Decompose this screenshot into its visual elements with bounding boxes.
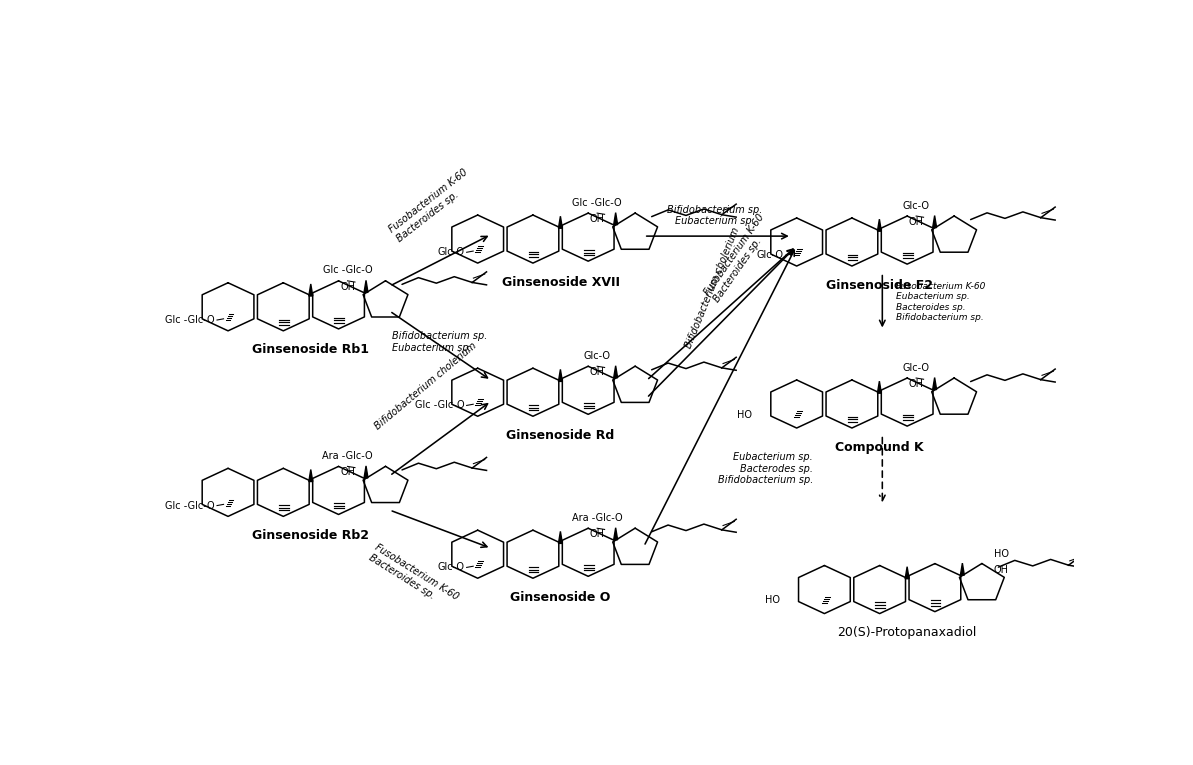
Text: HO: HO	[737, 410, 752, 420]
Text: Glc -Glc-O: Glc -Glc-O	[165, 315, 215, 325]
Polygon shape	[364, 466, 367, 478]
Polygon shape	[933, 216, 937, 228]
Text: OH: OH	[994, 565, 1008, 575]
Text: Ara -Glc-O: Ara -Glc-O	[322, 451, 373, 461]
Text: Glc-O: Glc-O	[903, 200, 929, 210]
Text: Bifidobacterium sp.
Eubacterium sp.: Bifidobacterium sp. Eubacterium sp.	[667, 204, 762, 226]
Text: Ginsenoside O: Ginsenoside O	[511, 591, 611, 604]
Text: OH: OH	[589, 529, 605, 539]
Text: Ginsenoside Rb1: Ginsenoside Rb1	[253, 343, 370, 356]
Text: Glc -Glc-O: Glc -Glc-O	[165, 500, 215, 510]
Polygon shape	[877, 220, 882, 231]
Text: OH: OH	[340, 467, 356, 477]
Polygon shape	[309, 470, 313, 481]
Text: Ginsenoside Rd: Ginsenoside Rd	[507, 428, 614, 441]
Text: Glc -Glc-O: Glc -Glc-O	[322, 265, 372, 275]
Text: 20(S)-Protopanaxadiol: 20(S)-Protopanaxadiol	[837, 626, 977, 639]
Polygon shape	[877, 381, 882, 393]
Text: Ginsenoside XVII: Ginsenoside XVII	[501, 275, 619, 288]
Text: Glc-O: Glc-O	[583, 350, 611, 361]
Text: Ginsenoside F2: Ginsenoside F2	[826, 278, 933, 291]
Text: Fusobacterium K-60
Bacteroides sp.: Fusobacterium K-60 Bacteroides sp.	[367, 542, 460, 612]
Polygon shape	[558, 532, 562, 543]
Text: OH: OH	[589, 367, 605, 377]
Polygon shape	[558, 216, 562, 228]
Text: Ginsenoside Rb2: Ginsenoside Rb2	[253, 529, 370, 542]
Text: Fusobacterium K-60
Eubacterium sp.
Bacteroides sp.
Bifidobacterium sp.: Fusobacterium K-60 Eubacterium sp. Bacte…	[896, 282, 985, 322]
Text: OH: OH	[909, 379, 923, 389]
Polygon shape	[933, 378, 937, 389]
Text: Glc-O: Glc-O	[438, 562, 464, 572]
Polygon shape	[613, 528, 618, 540]
Text: OH: OH	[340, 282, 356, 291]
Text: Ara -Glc-O: Ara -Glc-O	[571, 513, 623, 522]
Text: Glc-O: Glc-O	[438, 247, 464, 257]
Text: Eubacterium sp.
Bacterodes sp.
Bifidobacterium sp.: Eubacterium sp. Bacterodes sp. Bifidobac…	[718, 452, 812, 485]
Text: Glc -Glc-O: Glc -Glc-O	[573, 197, 622, 207]
Text: Bifidobacterium cholerium: Bifidobacterium cholerium	[684, 226, 741, 350]
Polygon shape	[960, 563, 964, 575]
Text: Fusobacterium K-60
Bacteroides sp.: Fusobacterium K-60 Bacteroides sp.	[388, 167, 477, 244]
Text: Fusobacterium K-60
Bacteroides sp.: Fusobacterium K-60 Bacteroides sp.	[703, 213, 775, 304]
Text: HO: HO	[765, 595, 779, 605]
Text: OH: OH	[909, 216, 923, 226]
Polygon shape	[364, 280, 367, 292]
Polygon shape	[613, 366, 618, 378]
Text: OH: OH	[589, 214, 605, 224]
Text: Bifidobacterium sp.
Eubacterium sp.: Bifidobacterium sp. Eubacterium sp.	[392, 331, 488, 353]
Polygon shape	[309, 284, 313, 296]
Text: Glc -Glc-O: Glc -Glc-O	[415, 400, 464, 411]
Text: Glc-O: Glc-O	[756, 250, 784, 260]
Text: Compound K: Compound K	[835, 441, 923, 454]
Text: HO: HO	[994, 549, 1008, 559]
Text: Glc-O: Glc-O	[903, 363, 929, 373]
Text: Bifidobacterium cholerium: Bifidobacterium cholerium	[372, 340, 478, 431]
Polygon shape	[905, 567, 909, 579]
Polygon shape	[558, 369, 562, 382]
Polygon shape	[613, 213, 618, 225]
